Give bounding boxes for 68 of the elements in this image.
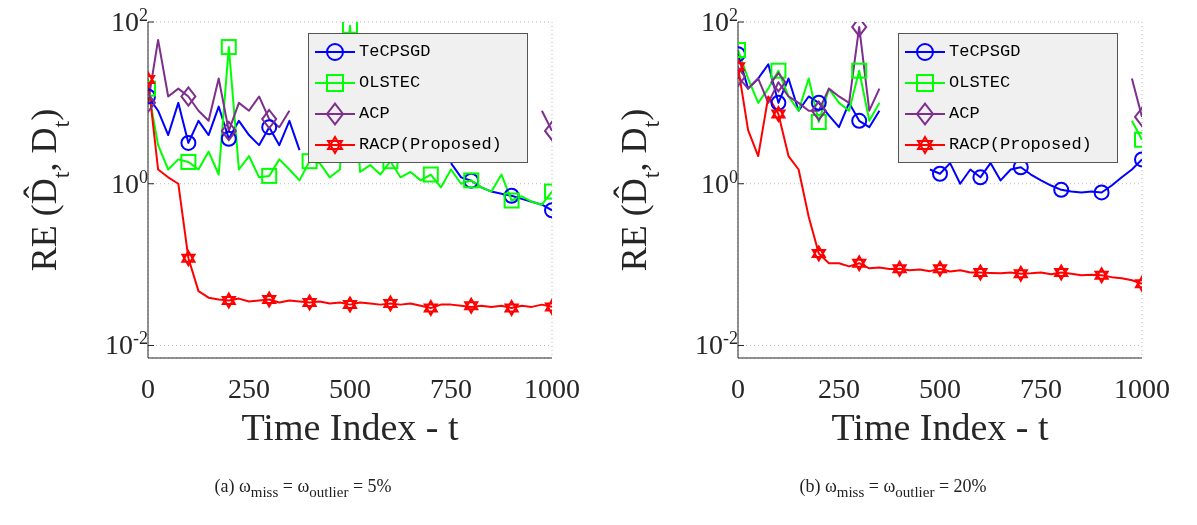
legend-label: TeCPSGD xyxy=(359,42,431,61)
y-tick-label: 10$^{-2}$ xyxy=(105,328,148,361)
point xyxy=(770,94,787,111)
point xyxy=(261,109,278,130)
point xyxy=(180,153,197,170)
point xyxy=(811,245,826,262)
point xyxy=(220,120,237,142)
point xyxy=(1053,181,1070,198)
y-tick-label: 10$^{2}$ xyxy=(701,5,738,37)
legend-label: TeCPSGD xyxy=(949,42,1021,61)
point xyxy=(422,166,439,183)
point xyxy=(220,39,237,56)
point xyxy=(220,130,237,147)
text: (a) ω$_{miss}$ = ω$_{outlier}$ = 5% xyxy=(214,476,392,500)
point xyxy=(973,264,988,281)
point xyxy=(342,296,358,313)
point xyxy=(503,192,520,209)
point xyxy=(810,114,827,130)
text: (b) ω$_{miss}$ = ω$_{outlier}$ = 20% xyxy=(799,476,987,500)
point xyxy=(851,62,868,79)
point xyxy=(180,134,197,151)
x-tick-label: 500 xyxy=(329,373,371,404)
y-tick-label: 10$^{-2}$ xyxy=(695,328,738,361)
point xyxy=(180,86,197,107)
point xyxy=(302,294,317,311)
point xyxy=(181,250,196,267)
point xyxy=(892,260,907,277)
x-tick-label: 1000 xyxy=(524,373,580,404)
x-tick-label: 1000 xyxy=(1114,373,1170,404)
point xyxy=(810,94,827,111)
legend-label: OLSTEC xyxy=(949,73,1011,92)
point xyxy=(972,169,989,186)
x-tick-label: 500 xyxy=(919,373,961,404)
legend-label: ACP xyxy=(359,104,390,123)
point xyxy=(1054,264,1069,281)
legend-label: RACP(Proposed) xyxy=(949,135,1092,154)
point xyxy=(503,187,520,204)
x-tick-label: 0 xyxy=(141,373,155,404)
legend-label: OLSTEC xyxy=(359,73,421,92)
point xyxy=(851,112,868,129)
point xyxy=(852,255,867,272)
x-tick-label: 750 xyxy=(430,373,472,404)
y-tick-label: 10$^{0}$ xyxy=(701,166,738,199)
point xyxy=(221,292,236,309)
legend-label: ACP xyxy=(949,104,980,123)
point xyxy=(423,300,438,317)
x-tick-label: 0 xyxy=(731,373,745,404)
point xyxy=(261,119,278,136)
x-tick-label: 250 xyxy=(818,373,860,404)
x-tick-label: 250 xyxy=(228,373,270,404)
point xyxy=(770,62,787,79)
point xyxy=(932,260,948,277)
x-axis-title: Time Index - t xyxy=(241,406,459,448)
point xyxy=(1013,265,1028,282)
point xyxy=(504,300,519,317)
x-axis-title: Time Index - t xyxy=(831,406,1049,448)
x-tick-label: 750 xyxy=(1020,373,1062,404)
point xyxy=(1094,267,1109,284)
point xyxy=(1093,184,1110,201)
point xyxy=(464,297,479,314)
point xyxy=(932,165,948,182)
y-tick-label: 10$^{2}$ xyxy=(111,5,148,37)
point xyxy=(262,291,277,308)
legend-label: RACP(Proposed) xyxy=(359,135,502,154)
y-tick-label: 10$^{0}$ xyxy=(111,166,148,199)
point xyxy=(383,295,398,312)
point xyxy=(261,167,278,184)
point xyxy=(771,105,786,122)
